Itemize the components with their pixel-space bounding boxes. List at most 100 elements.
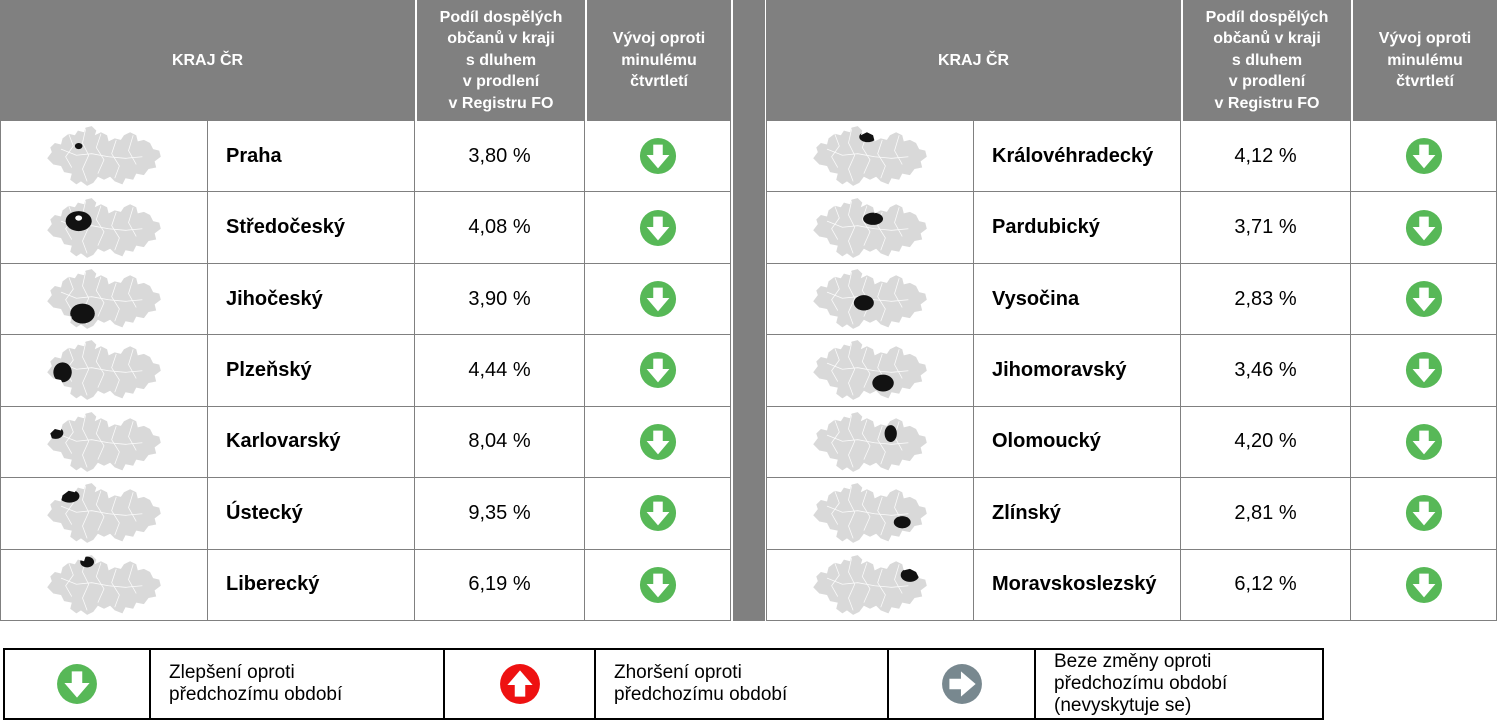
column-header-trend: Vývoj oproti minulému čtvrtletí [1351, 0, 1497, 121]
czech-map-icon [47, 340, 161, 401]
regions-table-left: KRAJ ČR Podíl dospělých občanů v kraji s… [0, 0, 731, 621]
region-map-thumbnail [0, 335, 208, 407]
arrow-down-circle-icon [639, 495, 676, 532]
debt-share-value: 8,04 % [415, 406, 585, 479]
trend-indicator [1351, 406, 1497, 479]
regions-table-right: KRAJ ČR Podíl dospělých občanů v kraji s… [766, 0, 1497, 621]
region-name: Moravskoslezský [974, 549, 1181, 621]
tables-divider-bar [733, 0, 765, 621]
czech-map-icon [813, 126, 927, 187]
trend-indicator [585, 263, 731, 336]
region-map-thumbnail [766, 192, 974, 264]
trend-indicator [1351, 263, 1497, 336]
arrow-right-circle-icon [941, 664, 982, 704]
region-name: Středočeský [208, 192, 415, 264]
table-body: Praha 3,80 % Středočeský 4,08 % Jihočeský 3,9… [0, 121, 731, 621]
trend-indicator [585, 335, 731, 407]
czech-map-icon [813, 269, 927, 329]
debt-share-value: 4,44 % [415, 335, 585, 407]
czech-map-icon [47, 126, 161, 187]
trend-indicator [585, 406, 731, 479]
debt-share-value: 4,12 % [1181, 121, 1351, 193]
table-row: Moravskoslezský 6,12 % [766, 549, 1497, 621]
region-map-thumbnail [766, 121, 974, 193]
trend-indicator [585, 549, 731, 621]
region-map-thumbnail [0, 121, 208, 193]
region-map-thumbnail [766, 406, 974, 479]
arrow-down-circle-icon [57, 664, 97, 704]
table-row: Středočeský 4,08 % [0, 192, 731, 264]
region-map-thumbnail [0, 549, 208, 621]
column-header-debt-share: Podíl dospělých občanů v kraji s dluhem … [1181, 0, 1351, 121]
debt-share-value: 2,83 % [1181, 263, 1351, 336]
region-name: Pardubický [974, 192, 1181, 264]
debt-share-value: 3,80 % [415, 121, 585, 193]
table-row: Vysočina 2,83 % [766, 263, 1497, 336]
column-header-region-label: KRAJ ČR [171, 51, 244, 69]
trend-indicator [1351, 335, 1497, 407]
debt-share-value: 6,19 % [415, 549, 585, 621]
arrow-down-circle-icon [639, 566, 676, 603]
legend-text: Zlepšení oproti předchozímu období [169, 662, 343, 705]
table-header: KRAJ ČR Podíl dospělých občanů v kraji s… [766, 0, 1497, 121]
czech-map-icon [47, 483, 161, 544]
column-header-debt-share: Podíl dospělých občanů v kraji s dluhem … [415, 0, 585, 121]
region-name: Jihomoravský [974, 335, 1181, 407]
czech-map-icon [47, 411, 161, 472]
arrow-up-circle-icon [499, 664, 540, 704]
trend-indicator [585, 192, 731, 264]
region-name: Jihočeský [208, 263, 415, 336]
debt-share-value: 3,46 % [1181, 335, 1351, 407]
trend-indicator [585, 478, 731, 550]
region-map-thumbnail [0, 192, 208, 264]
czech-map-icon [813, 340, 927, 401]
region-map-thumbnail [766, 263, 974, 336]
debt-share-value: 6,12 % [1181, 549, 1351, 621]
arrow-down-circle-icon [639, 280, 676, 318]
table-row: Jihočeský 3,90 % [0, 263, 731, 336]
debt-share-value: 4,20 % [1181, 406, 1351, 479]
arrow-down-circle-icon [639, 423, 676, 460]
region-name: Ústecký [208, 478, 415, 550]
arrow-down-circle-icon [1405, 352, 1442, 389]
table-row: Ústecký 9,35 % [0, 478, 731, 550]
table-row: Praha 3,80 % [0, 121, 731, 193]
arrow-down-circle-icon [1405, 495, 1442, 532]
region-name: Praha [208, 121, 415, 193]
region-name: Liberecký [208, 549, 415, 621]
region-name: Olomoucký [974, 406, 1181, 479]
legend-icon-cell [443, 650, 594, 718]
arrow-down-circle-icon [1405, 209, 1442, 246]
debt-share-value: 4,08 % [415, 192, 585, 264]
region-map-thumbnail [0, 406, 208, 479]
region-map-thumbnail [0, 263, 208, 336]
arrow-down-circle-icon [1405, 138, 1442, 175]
region-map-thumbnail [766, 335, 974, 407]
trend-indicator [1351, 549, 1497, 621]
debt-share-value: 9,35 % [415, 478, 585, 550]
table-row: Plzeňský 4,44 % [0, 335, 731, 407]
arrow-down-circle-icon [639, 209, 676, 246]
region-name: Zlínský [974, 478, 1181, 550]
region-map-thumbnail [0, 478, 208, 550]
trend-indicator [585, 121, 731, 193]
czech-map-icon [47, 197, 161, 258]
debt-share-value: 3,71 % [1181, 192, 1351, 264]
column-header-trend: Vývoj oproti minulému čtvrtletí [585, 0, 731, 121]
column-header-region: KRAJ ČR [0, 0, 415, 121]
legend-icon-cell [887, 650, 1034, 718]
czech-map-icon [813, 411, 927, 472]
column-header-trend-label: Vývoj oproti minulému čtvrtletí [612, 30, 706, 91]
czech-map-icon [47, 554, 161, 615]
table-row: Olomoucký 4,20 % [766, 406, 1497, 479]
table-header: KRAJ ČR Podíl dospělých občanů v kraji s… [0, 0, 731, 121]
arrow-down-circle-icon [639, 138, 676, 175]
czech-map-icon [813, 483, 927, 544]
trend-indicator [1351, 121, 1497, 193]
table-row: Liberecký 6,19 % [0, 549, 731, 621]
table-row: Jihomoravský 3,46 % [766, 335, 1497, 407]
arrow-down-circle-icon [1405, 566, 1442, 603]
legend-text-cell: Zhoršení oproti předchozímu období [594, 650, 887, 718]
legend: Zlepšení oproti předchozímu období Zhorše… [3, 648, 1324, 720]
